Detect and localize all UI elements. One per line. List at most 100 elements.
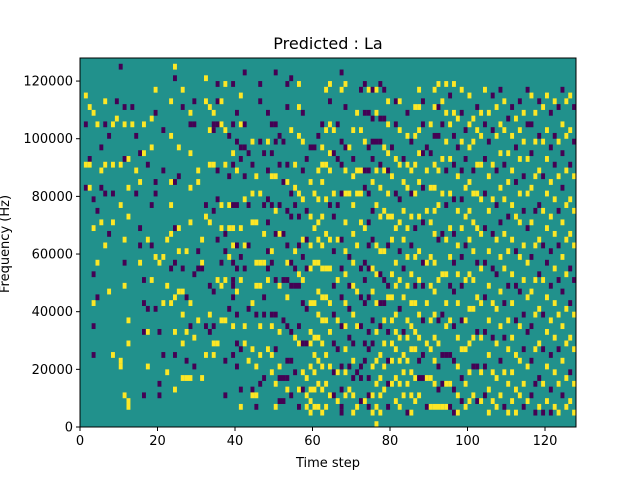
heatmap-cell bbox=[258, 323, 263, 330]
heatmap-cell bbox=[483, 190, 487, 197]
heatmap-cell bbox=[223, 392, 228, 399]
heatmap-cell bbox=[502, 265, 507, 272]
heatmap-cell bbox=[537, 132, 542, 139]
heatmap-cell bbox=[320, 242, 325, 249]
heatmap-cell bbox=[335, 202, 340, 208]
heatmap-cell bbox=[374, 421, 379, 428]
heatmap-cell bbox=[250, 346, 255, 353]
heatmap-cell bbox=[343, 369, 348, 376]
heatmap-cell bbox=[138, 259, 143, 266]
heatmap-cell bbox=[401, 236, 406, 243]
heatmap-cell bbox=[382, 207, 387, 214]
heatmap-cell bbox=[149, 115, 154, 122]
heatmap-cell bbox=[169, 300, 174, 306]
heatmap-cell bbox=[362, 398, 367, 404]
heatmap-cell bbox=[432, 230, 437, 237]
heatmap-cell bbox=[517, 323, 522, 330]
heatmap-cell bbox=[328, 202, 332, 208]
heatmap-cell bbox=[486, 386, 491, 393]
heatmap-cell bbox=[339, 265, 344, 272]
heatmap-cell bbox=[490, 334, 495, 341]
heatmap-cell bbox=[316, 288, 321, 295]
heatmap-cell bbox=[312, 259, 317, 266]
heatmap-cell bbox=[459, 317, 464, 324]
heatmap-cell bbox=[355, 109, 360, 116]
heatmap-cell bbox=[269, 311, 274, 318]
heatmap-cell bbox=[269, 173, 274, 180]
heatmap-cell bbox=[289, 357, 294, 364]
heatmap-cell bbox=[335, 236, 340, 243]
heatmap-cell bbox=[386, 328, 391, 335]
heatmap-cell bbox=[242, 265, 247, 272]
heatmap-cell bbox=[266, 248, 270, 255]
heatmap-cell bbox=[448, 254, 453, 260]
heatmap-cell bbox=[440, 271, 445, 278]
y-tick-label: 100000 bbox=[23, 132, 73, 147]
heatmap-cell bbox=[378, 323, 383, 330]
heatmap-cell bbox=[409, 323, 414, 330]
y-tick-label: 80000 bbox=[32, 190, 73, 205]
heatmap-cell bbox=[378, 115, 383, 122]
x-tick-label: 20 bbox=[149, 434, 166, 449]
heatmap-cell bbox=[359, 265, 363, 272]
heatmap-cell bbox=[207, 127, 212, 134]
heatmap-cell bbox=[428, 254, 433, 260]
heatmap-cell bbox=[145, 363, 150, 370]
heatmap-cell bbox=[211, 288, 216, 295]
heatmap-cell bbox=[188, 150, 193, 157]
heatmap-cell bbox=[467, 398, 472, 404]
heatmap-cell bbox=[479, 196, 484, 203]
heatmap-cell bbox=[506, 282, 511, 289]
heatmap-cell bbox=[475, 294, 480, 301]
heatmap-cell bbox=[273, 311, 278, 318]
heatmap-cell bbox=[223, 357, 228, 364]
heatmap-cell bbox=[324, 294, 329, 301]
heatmap-cell bbox=[83, 161, 88, 168]
heatmap-cell bbox=[242, 340, 247, 347]
heatmap-cell bbox=[293, 334, 298, 341]
heatmap-cell bbox=[250, 161, 255, 168]
heatmap-cell bbox=[486, 409, 491, 416]
heatmap-cell bbox=[510, 369, 515, 376]
heatmap-cell bbox=[514, 409, 518, 416]
heatmap-cell bbox=[529, 121, 534, 128]
heatmap-cell bbox=[452, 109, 456, 116]
heatmap-cell bbox=[157, 380, 162, 387]
heatmap-cell bbox=[529, 150, 534, 157]
heatmap-cell bbox=[452, 288, 456, 295]
heatmap-cell bbox=[560, 150, 565, 157]
heatmap-cell bbox=[494, 305, 499, 312]
heatmap-cell bbox=[448, 156, 453, 162]
heatmap-cell bbox=[436, 277, 441, 283]
heatmap-cell bbox=[281, 179, 286, 185]
heatmap-cell bbox=[366, 265, 371, 272]
heatmap-cell bbox=[138, 242, 143, 249]
heatmap-cell bbox=[459, 225, 464, 232]
heatmap-cell bbox=[351, 340, 356, 347]
heatmap-cell bbox=[339, 409, 344, 416]
heatmap-cell bbox=[258, 282, 263, 289]
heatmap-cell bbox=[421, 282, 425, 289]
heatmap-cell bbox=[331, 369, 336, 376]
heatmap-cell bbox=[413, 375, 418, 381]
heatmap-cell bbox=[432, 184, 437, 191]
heatmap-cell bbox=[312, 190, 317, 197]
heatmap-cell bbox=[556, 346, 561, 353]
heatmap-cell bbox=[297, 282, 301, 289]
heatmap-cell bbox=[444, 380, 449, 387]
heatmap-cell bbox=[541, 242, 546, 249]
heatmap-cell bbox=[262, 375, 267, 381]
heatmap-cell bbox=[281, 277, 286, 283]
heatmap-cell bbox=[556, 138, 561, 145]
heatmap-cell bbox=[452, 196, 456, 203]
heatmap-cell bbox=[498, 323, 503, 330]
heatmap-cell bbox=[444, 138, 449, 145]
heatmap-cell bbox=[277, 328, 282, 335]
heatmap-cell bbox=[494, 202, 499, 208]
heatmap-cell bbox=[134, 132, 139, 139]
heatmap-cell bbox=[475, 328, 480, 335]
heatmap-cell bbox=[510, 334, 515, 341]
heatmap-cell bbox=[370, 236, 375, 243]
heatmap-cell bbox=[200, 375, 205, 381]
heatmap-cell bbox=[204, 323, 208, 330]
